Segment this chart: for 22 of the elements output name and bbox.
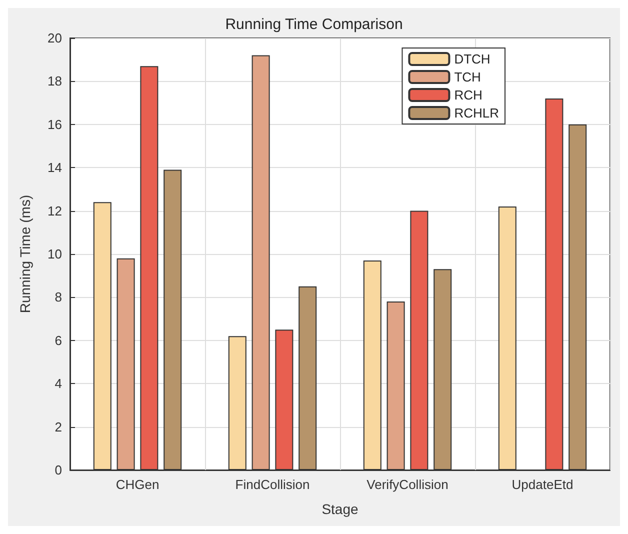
- y-tick-label: 8: [54, 290, 62, 305]
- legend-label: RCH: [454, 88, 482, 102]
- y-tick-label: 20: [48, 30, 62, 46]
- y-tick-label: 12: [48, 203, 62, 218]
- legend-label: DTCH: [454, 52, 490, 66]
- chart-title: Running Time Comparison: [225, 16, 403, 33]
- x-tick-label: FindCollision: [235, 477, 310, 492]
- y-tick-label: 0: [54, 462, 62, 478]
- y-tick-label: 2: [54, 419, 62, 434]
- y-tick-label: 10: [48, 246, 62, 262]
- x-axis-title: Stage: [322, 501, 359, 517]
- y-tick-label: 16: [48, 116, 62, 132]
- y-tick-label: 4: [54, 376, 62, 392]
- x-tick-label: VerifyCollision: [366, 477, 448, 492]
- y-tick-label: 18: [48, 74, 62, 89]
- y-tick-label: 6: [54, 332, 62, 348]
- x-tick-label: UpdateEtd: [512, 477, 574, 492]
- legend-label: TCH: [454, 70, 481, 84]
- y-axis-title: Running Time (ms): [17, 194, 33, 314]
- legend-label: RCHLR: [454, 106, 500, 120]
- y-tick-label: 14: [48, 160, 62, 176]
- x-tick-label: CHGen: [116, 477, 160, 492]
